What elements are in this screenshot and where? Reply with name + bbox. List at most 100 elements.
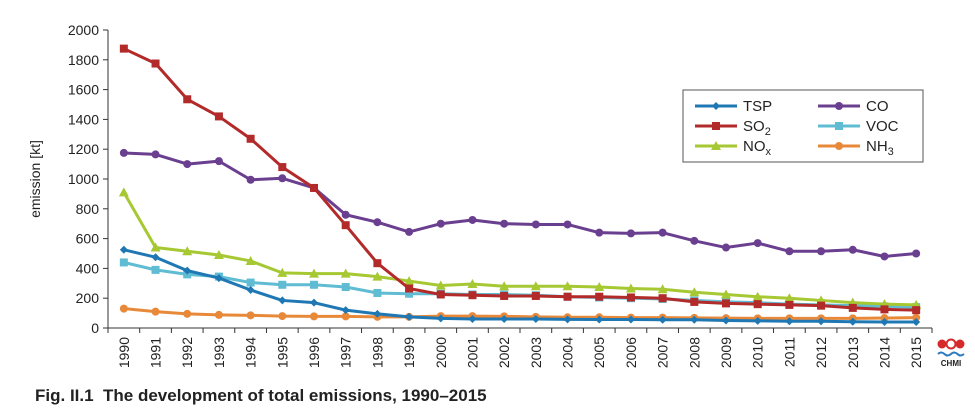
- y-tick-label-400: 400: [76, 260, 100, 276]
- x-tick-label-1993: 1993: [211, 337, 227, 368]
- legend-marker-co: [835, 102, 843, 110]
- point-nox-2002: [499, 281, 510, 291]
- point-so2-2005: [595, 292, 604, 301]
- point-nox-2001: [467, 279, 478, 289]
- x-tick-label-1990: 1990: [116, 337, 132, 368]
- point-tsp-1991: [151, 253, 160, 262]
- point-co-2012: [817, 247, 826, 256]
- point-voc-1999: [405, 289, 414, 298]
- y-axis-label: emission [kt]: [27, 140, 43, 218]
- y-tick-label-1400: 1400: [68, 111, 99, 127]
- point-co-1994: [246, 175, 255, 184]
- point-co-1993: [214, 157, 223, 166]
- point-tsp-1990: [119, 245, 128, 254]
- point-co-2003: [531, 220, 540, 229]
- x-tick-label-2000: 2000: [433, 337, 449, 368]
- x-tick-label-2014: 2014: [876, 337, 892, 368]
- point-nox-1996: [309, 268, 319, 278]
- x-tick-label-1996: 1996: [306, 337, 322, 368]
- point-so2-2013: [848, 303, 857, 312]
- chmi-logo: CHMI: [937, 338, 965, 368]
- logo-dot-right: [955, 339, 965, 349]
- point-tsp-1999: [405, 312, 414, 321]
- point-so2-2000: [436, 290, 445, 299]
- point-so2-1996: [310, 183, 318, 192]
- point-nox-1994: [245, 255, 256, 265]
- x-tick-label-2011: 2011: [781, 337, 797, 367]
- point-co-1995: [278, 174, 287, 183]
- point-nox-2006: [625, 283, 636, 293]
- x-tick-label-2015: 2015: [908, 337, 924, 368]
- point-so2-1999: [405, 284, 414, 293]
- point-nh3-1992: [183, 309, 192, 318]
- point-tsp-1995: [278, 296, 287, 305]
- y-tick-label-1200: 1200: [68, 141, 99, 157]
- point-tsp-2010: [753, 316, 762, 325]
- point-voc-1994: [246, 278, 255, 287]
- emissions-chart: 0 200 400 600 800 1000 1200 1400 1600 1800 2000 emi…: [27, 22, 933, 368]
- point-tsp-2003: [531, 315, 540, 324]
- caption-label: Fig. II.1: [35, 386, 94, 405]
- point-tsp-2002: [500, 315, 509, 324]
- logo-dot-left: [937, 339, 947, 349]
- x-tick-label-2007: 2007: [655, 337, 671, 368]
- point-so2-2006: [626, 293, 635, 302]
- point-co-1991: [151, 150, 160, 159]
- y-tick-label-1800: 1800: [68, 52, 99, 68]
- legend-marker-tsp: [712, 102, 720, 110]
- point-tsp-2013: [848, 317, 857, 326]
- point-so2-2002: [500, 291, 509, 300]
- series-line-nh3: [123, 307, 917, 320]
- point-co-2015: [912, 249, 921, 258]
- point-co-2006: [626, 229, 635, 238]
- logo-text: CHMI: [941, 359, 961, 368]
- point-co-2000: [436, 219, 445, 228]
- caption-text: The development of total emissions, 1990…: [103, 386, 487, 405]
- y-tick-label-1000: 1000: [68, 171, 99, 187]
- point-nox-1990: [118, 187, 129, 197]
- point-co-2013: [848, 245, 857, 254]
- point-nh3-1991: [151, 307, 160, 316]
- point-so2-2004: [563, 292, 572, 301]
- point-nox-2003: [530, 281, 541, 291]
- x-tick-label-2004: 2004: [560, 337, 576, 368]
- legend-marker-voc: [835, 122, 843, 130]
- point-nox-2010: [752, 291, 763, 301]
- point-co-1998: [373, 218, 382, 227]
- point-so2-1997: [341, 221, 350, 230]
- point-nh3-1990: [119, 304, 128, 313]
- logo-dot-middle: [945, 338, 957, 350]
- point-co-2014: [880, 252, 889, 261]
- point-nox-2004: [562, 281, 573, 291]
- point-voc-1996: [310, 280, 318, 289]
- series-line-nox: [122, 191, 917, 307]
- point-co-2004: [563, 220, 572, 229]
- x-tick-label-1998: 1998: [369, 337, 385, 368]
- point-nh3-2014: [880, 314, 889, 323]
- x-tick-label-2006: 2006: [623, 337, 639, 368]
- point-co-1997: [341, 210, 350, 219]
- figure-caption: Fig. II.1 The development of total emiss…: [35, 386, 487, 406]
- x-tick-label-2002: 2002: [496, 337, 512, 368]
- legend-label-tsp: TSP: [743, 98, 772, 115]
- point-voc-1995: [278, 280, 287, 289]
- legend-label-so2: SO2: [743, 118, 771, 138]
- point-tsp-2006: [626, 315, 635, 324]
- point-tsp-2001: [468, 315, 477, 324]
- point-tsp-2004: [563, 315, 572, 324]
- point-nox-2008: [689, 287, 700, 297]
- y-tick-label-800: 800: [76, 201, 100, 217]
- point-nh3-1996: [310, 312, 318, 321]
- point-so2-2010: [753, 300, 762, 309]
- point-co-1999: [405, 227, 414, 236]
- y-tick-label-0: 0: [91, 320, 99, 336]
- y-tick-label-2000: 2000: [68, 22, 99, 38]
- point-nox-2007: [657, 284, 668, 294]
- x-tick-label-2012: 2012: [813, 337, 829, 368]
- point-tsp-1996: [310, 298, 318, 307]
- point-tsp-1998: [373, 309, 382, 318]
- point-nox-1991: [150, 242, 161, 252]
- point-so2-1993: [214, 112, 223, 121]
- point-co-2005: [595, 228, 604, 237]
